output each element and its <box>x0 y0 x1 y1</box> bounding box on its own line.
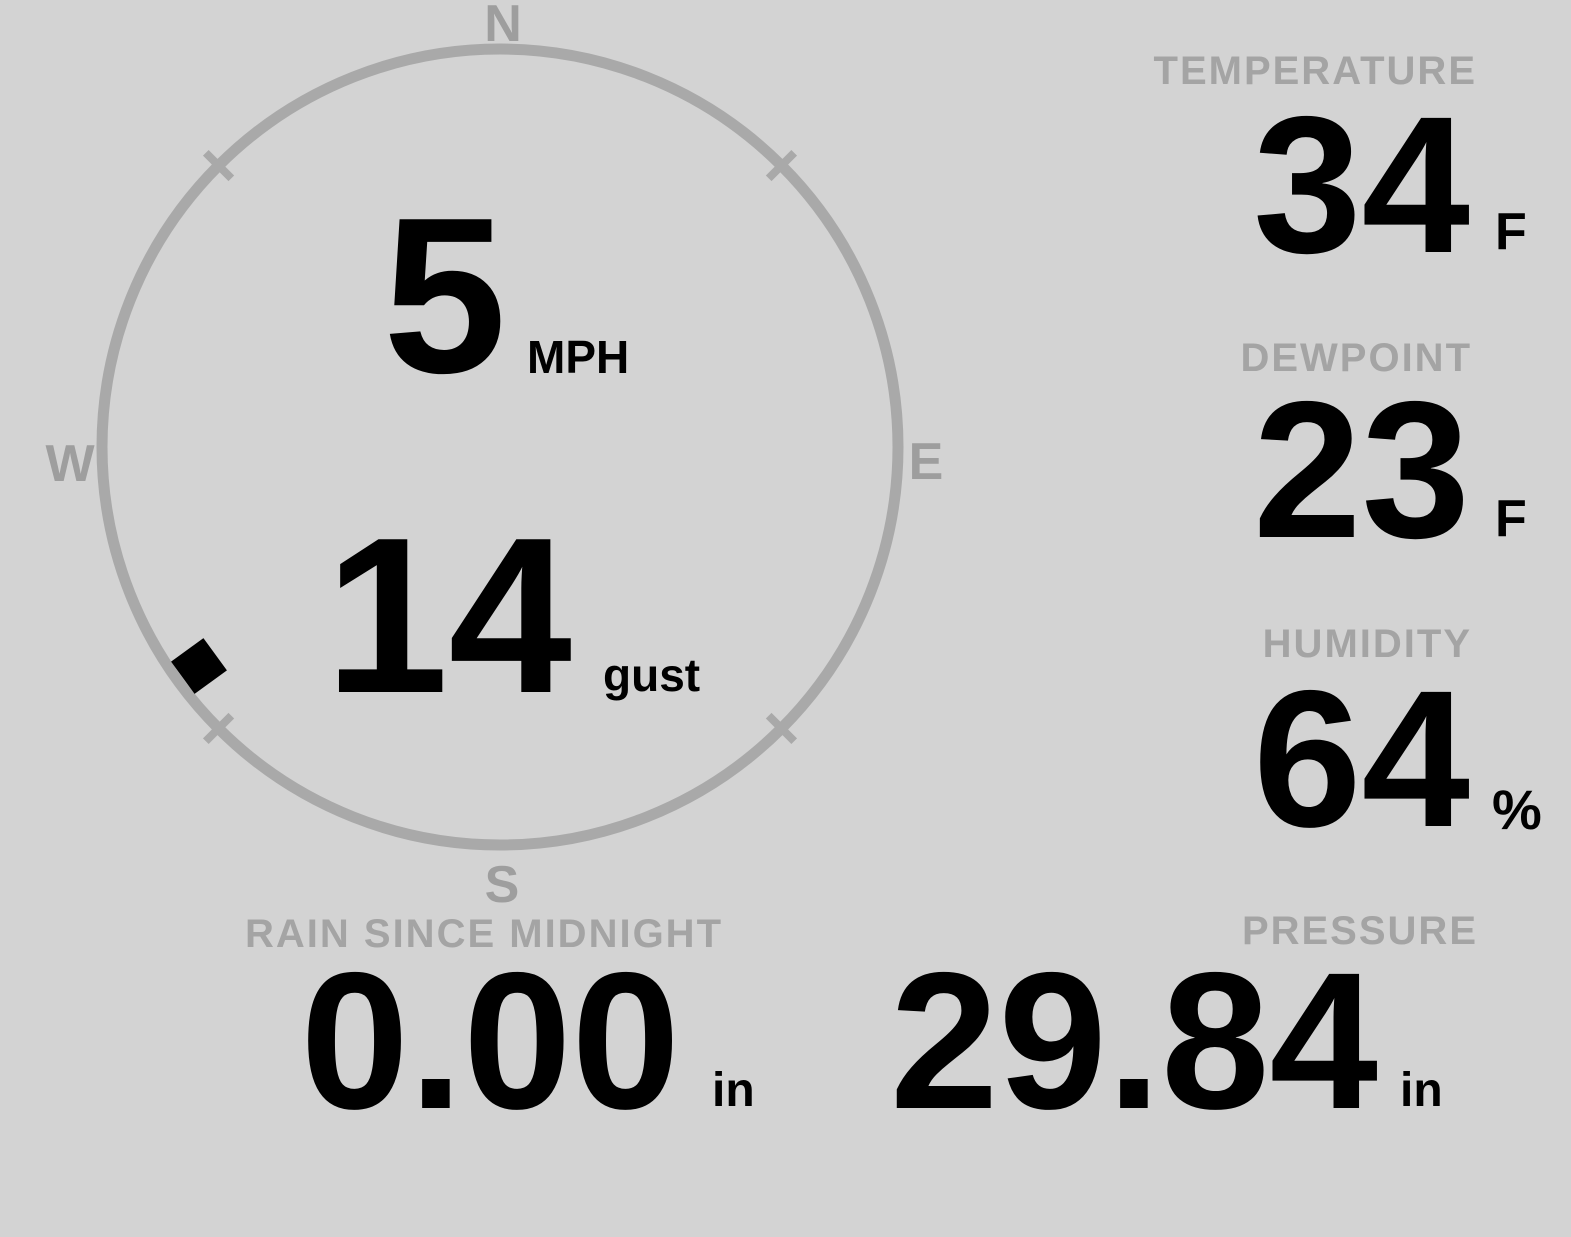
compass-label-south: S <box>484 856 520 914</box>
dewpoint-label: DEWPOINT <box>1240 336 1472 380</box>
temperature-value: 34 <box>1253 76 1470 294</box>
rain-value: 0.00 <box>300 932 680 1150</box>
wind-gust-unit: gust <box>603 649 701 701</box>
humidity-value: 64 <box>1253 650 1470 868</box>
compass-tick-sw <box>202 712 235 745</box>
wind-speed-value: 5 <box>383 172 507 420</box>
pressure-label: PRESSURE <box>1241 909 1478 953</box>
compass-tick-ne <box>765 149 798 182</box>
compass-tick-nw <box>202 149 235 182</box>
humidity-unit: % <box>1492 778 1542 841</box>
compass-tick-se <box>765 712 798 745</box>
humidity-label: HUMIDITY <box>1262 622 1472 666</box>
pressure-value: 29.84 <box>890 932 1378 1150</box>
wind-gust-value: 14 <box>325 492 572 740</box>
compass-ring <box>96 43 904 851</box>
compass-label-east: E <box>908 433 944 491</box>
temperature-unit: F <box>1495 203 1527 261</box>
pressure-unit: in <box>1400 1064 1443 1117</box>
dewpoint-value: 23 <box>1253 361 1470 579</box>
rain-unit: in <box>712 1064 755 1117</box>
rain-label: RAIN SINCE MIDNIGHT <box>245 912 723 956</box>
dewpoint-unit: F <box>1495 490 1527 548</box>
compass-circle <box>96 43 904 851</box>
wind-speed-unit: MPH <box>527 331 630 383</box>
temperature-label: TEMPERATURE <box>1153 49 1477 93</box>
compass-label-north: N <box>484 0 522 53</box>
compass-label-west: W <box>45 435 95 493</box>
